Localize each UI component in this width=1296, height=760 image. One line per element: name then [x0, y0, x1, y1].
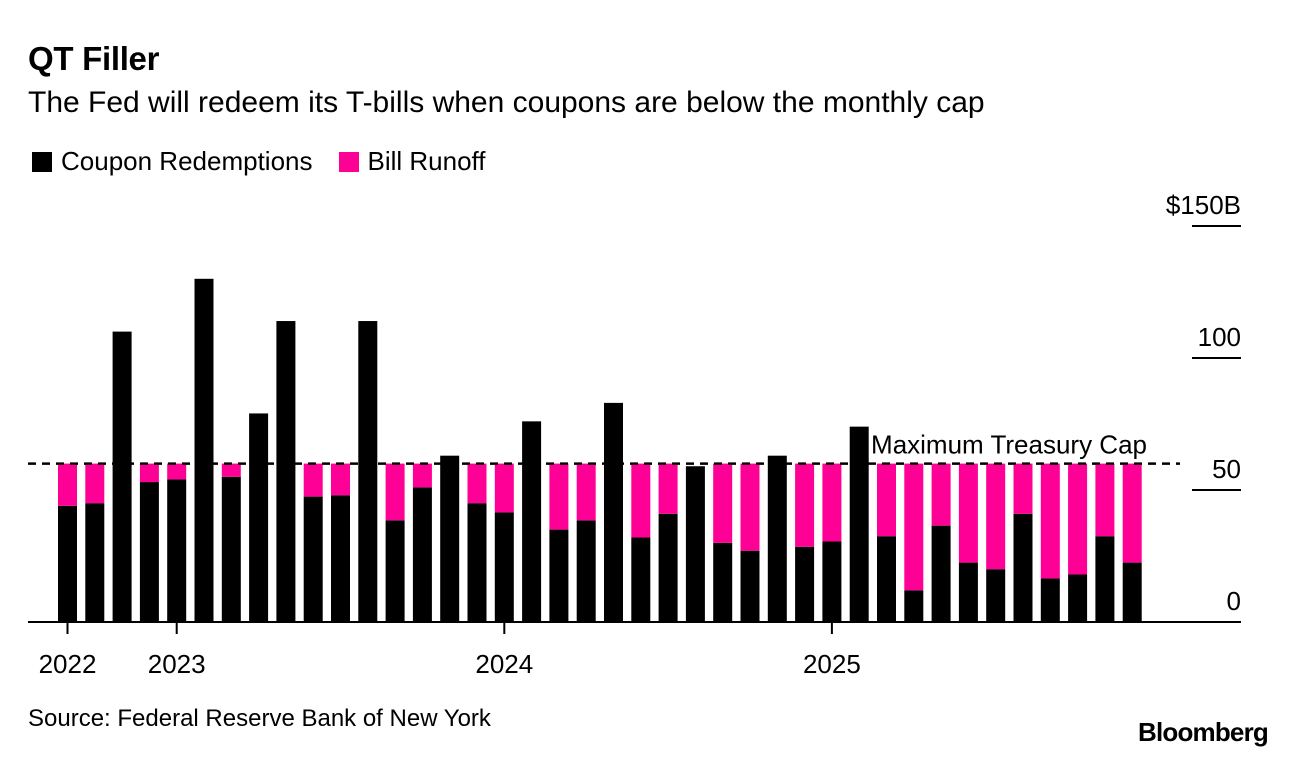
coupon-bar: [249, 413, 269, 622]
y-tick-label: 0: [1227, 586, 1241, 616]
chart-plot: 0 50 100 $150B Maximum Treasury Cap 2022 2023 2…: [28, 190, 1241, 679]
bill-bar: [822, 463, 842, 542]
legend-swatch-bill: [338, 151, 359, 172]
bill-bar: [1122, 463, 1142, 563]
coupon-bar: [331, 495, 350, 622]
legend-item-bill: Bill Runoff: [338, 146, 486, 177]
y-tick-label: 100: [1198, 322, 1241, 352]
bill-bar: [904, 463, 924, 591]
legend-label-bill: Bill Runoff: [367, 146, 486, 176]
bill-bar: [221, 463, 241, 477]
coupon-bar: [303, 496, 323, 622]
coupon-bar: [549, 529, 569, 622]
bill-bar: [412, 463, 432, 488]
coupon-bar: [385, 520, 405, 622]
coupon-bar: [167, 479, 187, 622]
coupon-bar: [822, 541, 842, 622]
bill-bar: [795, 463, 815, 547]
coupon-bar: [958, 562, 978, 622]
bill-bar: [713, 463, 733, 543]
coupon-bar: [58, 505, 77, 622]
coupon-bar: [1095, 536, 1115, 622]
coupon-bar: [276, 321, 296, 622]
bill-bar: [385, 463, 405, 521]
x-tick-label: 2023: [148, 649, 206, 679]
legend-label-coupon: Coupon Redemptions: [61, 146, 313, 176]
coupon-bar: [740, 550, 760, 622]
coupon-bar: [576, 520, 596, 622]
coupon-bar: [112, 331, 132, 622]
coupon-bar: [1068, 574, 1088, 622]
bill-bar: [1013, 463, 1033, 514]
bill-bar: [167, 463, 187, 480]
bill-bar: [958, 463, 978, 563]
bill-bar: [1095, 463, 1115, 537]
coupon-bar: [1040, 578, 1060, 622]
legend: Coupon Redemptions Bill Runoff: [32, 146, 512, 177]
coupon-bar: [713, 542, 733, 622]
legend-swatch-coupon: [32, 151, 52, 172]
bill-bar: [139, 463, 159, 483]
bill-bar: [303, 463, 323, 497]
source-note: Source: Federal Reserve Bank of New York: [28, 705, 491, 732]
coupon-bar: [631, 537, 651, 622]
coupon-bar: [604, 402, 623, 622]
bill-bar: [877, 463, 896, 537]
coupon-bar: [904, 590, 924, 622]
bill-bar: [658, 463, 678, 514]
coupon-bar: [1013, 513, 1033, 622]
coupon-bar: [494, 512, 514, 622]
cap-reference-label: Maximum Treasury Cap: [871, 430, 1147, 460]
coupon-bar: [358, 321, 378, 622]
x-tick-label: 2024: [475, 649, 533, 679]
bill-bar: [58, 463, 77, 506]
bill-bar: [85, 463, 105, 504]
y-tick-label: 50: [1212, 454, 1241, 484]
bill-bar: [1040, 463, 1060, 579]
y-tick-label: $150B: [1166, 190, 1241, 220]
coupon-bar: [685, 466, 705, 622]
bill-bar: [1068, 463, 1088, 575]
coupon-bar: [795, 546, 815, 622]
bill-bar: [549, 463, 569, 530]
coupon-bar: [522, 421, 542, 622]
bill-bar: [576, 463, 596, 521]
coupon-bar: [467, 503, 487, 622]
coupon-bar: [194, 278, 214, 622]
x-tick-label: 2025: [803, 649, 861, 679]
bill-bar: [331, 463, 350, 496]
bill-bar: [986, 463, 1006, 570]
coupon-bar: [767, 455, 787, 622]
coupon-bar: [1122, 562, 1142, 622]
coupon-bar: [658, 513, 678, 622]
bill-bar: [931, 463, 951, 526]
coupon-bar: [139, 482, 159, 622]
coupon-bar: [877, 536, 896, 622]
bloomberg-logo: Bloomberg: [1137, 717, 1269, 747]
coupon-bar: [221, 476, 241, 622]
bill-bar: [494, 463, 514, 513]
chart-subtitle: The Fed will redeem its T-bills when cou…: [28, 86, 985, 119]
coupon-bar: [85, 503, 105, 622]
coupon-bar: [412, 487, 432, 622]
coupon-bar: [986, 569, 1006, 622]
bill-bar: [467, 463, 487, 504]
coupon-bar: [931, 525, 951, 622]
bill-bar: [740, 463, 760, 551]
bill-bar: [631, 463, 651, 538]
legend-item-coupon: Coupon Redemptions: [32, 146, 313, 177]
x-tick-label: 2022: [39, 649, 97, 679]
chart-title: QT Filler: [28, 40, 160, 77]
coupon-bar: [440, 455, 460, 622]
coupon-bar: [849, 426, 869, 622]
